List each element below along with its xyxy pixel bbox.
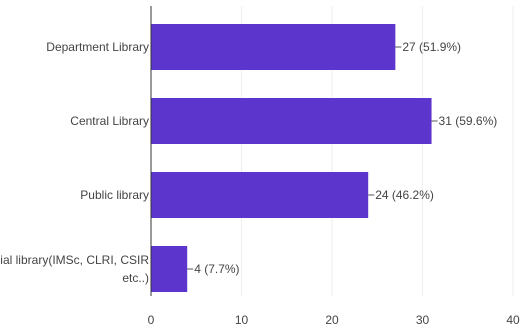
x-tick-label: 40 (506, 313, 520, 327)
data-labels: 27 (51.9%) 31 (59.6%) 24 (46.2%) 4 (7.7%) (194, 40, 497, 276)
category-label-line: Central Library (70, 114, 149, 128)
data-label: 27 (51.9%) (402, 40, 461, 54)
bar (151, 98, 432, 144)
data-label: 4 (7.7%) (194, 262, 239, 276)
x-tick-label: 0 (148, 313, 155, 327)
data-label: 24 (46.2%) (375, 188, 434, 202)
category-label-line: Special library(IMSc, CLRI, CSIR (0, 253, 149, 267)
bar (151, 246, 188, 292)
bar (151, 172, 369, 218)
category-label-line: etc..) (122, 271, 149, 285)
bars (151, 24, 432, 292)
category-label: Central Library (70, 114, 149, 128)
category-label: Department Library (46, 40, 149, 54)
category-label-line: Public library (80, 188, 149, 202)
bar (151, 24, 396, 70)
category-label: Special library(IMSc, CLRI, CSIR etc..) (0, 253, 149, 285)
x-tick-label: 20 (325, 313, 339, 327)
x-tick-label: 30 (416, 313, 430, 327)
x-tick-label: 10 (235, 313, 249, 327)
category-labels: Department Library Central Library Public … (0, 40, 149, 285)
data-label-leaders (187, 46, 438, 270)
category-label-line: Department Library (46, 40, 149, 54)
category-label: Public library (80, 188, 149, 202)
data-label: 31 (59.6%) (439, 114, 498, 128)
x-tick-labels: 0 10 20 30 40 (148, 313, 520, 327)
